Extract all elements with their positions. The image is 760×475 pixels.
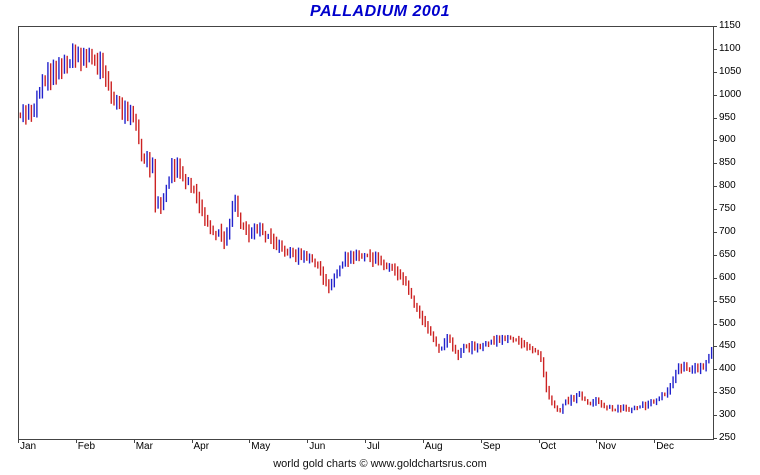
chart-title: PALLADIUM 2001	[309, 3, 451, 20]
x-tick-label: Jun	[309, 441, 326, 452]
y-tick-label: 950	[719, 111, 736, 123]
x-tick-label: Feb	[77, 441, 96, 452]
x-tick-mark	[133, 439, 135, 443]
x-tick-label: Nov	[598, 441, 617, 452]
y-tick-mark	[713, 392, 717, 394]
y-tick-mark	[713, 415, 717, 417]
y-tick-label: 1000	[719, 88, 742, 100]
x-tick-mark	[422, 439, 424, 443]
y-tick-label: 1150	[719, 20, 741, 31]
x-tick-mark	[538, 439, 540, 443]
x-tick-mark	[654, 439, 656, 443]
x-tick-label: Sep	[482, 441, 501, 452]
y-tick-mark	[713, 277, 717, 279]
x-tick-label: Dec	[656, 441, 674, 452]
y-tick-label: 1050	[719, 65, 742, 77]
x-tick-label: Oct	[540, 441, 557, 452]
y-tick-label: 250	[719, 432, 736, 443]
x-tick-label: Jan	[20, 441, 37, 452]
y-tick-mark	[713, 346, 717, 348]
y-tick-label: 650	[719, 248, 736, 260]
y-tick-label: 800	[719, 180, 736, 192]
y-tick-mark	[713, 323, 717, 325]
y-tick-mark	[713, 254, 717, 256]
y-tick-mark	[713, 438, 717, 439]
y-tick-mark	[713, 117, 717, 119]
y-tick-label: 850	[719, 157, 736, 169]
x-tick-mark	[596, 439, 598, 443]
x-tick-mark	[18, 439, 19, 443]
y-tick-label: 350	[719, 386, 736, 398]
y-tick-label: 750	[719, 203, 736, 215]
y-tick-label: 450	[719, 340, 736, 352]
y-tick-mark	[713, 94, 717, 96]
y-tick-mark	[713, 186, 717, 188]
x-tick-label: May	[251, 441, 271, 452]
x-tick-mark	[249, 439, 251, 443]
chart-footer: world gold charts © www.goldchartsrus.co…	[273, 458, 487, 470]
price-bars	[19, 43, 713, 414]
x-tick-mark	[365, 439, 366, 443]
y-tick-mark	[713, 140, 717, 142]
x-tick-mark	[307, 439, 309, 443]
x-tick-label: Mar	[135, 441, 153, 452]
y-tick-mark	[713, 300, 717, 302]
y-tick-mark	[713, 26, 717, 27]
x-tick-label: Jul	[367, 441, 380, 452]
x-tick-mark	[480, 439, 482, 443]
y-tick-label: 400	[719, 363, 736, 375]
y-tick-mark	[713, 48, 717, 50]
y-tick-mark	[713, 163, 717, 165]
y-tick-mark	[713, 369, 717, 371]
x-tick-mark	[75, 439, 77, 443]
x-tick-mark	[191, 439, 193, 443]
y-tick-label: 600	[719, 271, 736, 283]
y-tick-label: 900	[719, 134, 736, 146]
x-tick-label: Apr	[193, 441, 210, 452]
y-tick-label: 500	[719, 317, 736, 329]
y-tick-mark	[713, 209, 717, 211]
y-tick-label: 300	[719, 409, 736, 421]
plot-area	[18, 26, 714, 440]
y-tick-label: 1100	[719, 42, 741, 54]
y-tick-mark	[713, 71, 717, 73]
y-tick-label: 550	[719, 294, 736, 306]
y-tick-mark	[713, 232, 717, 233]
y-tick-label: 700	[719, 226, 736, 237]
x-tick-label: Aug	[424, 441, 443, 452]
